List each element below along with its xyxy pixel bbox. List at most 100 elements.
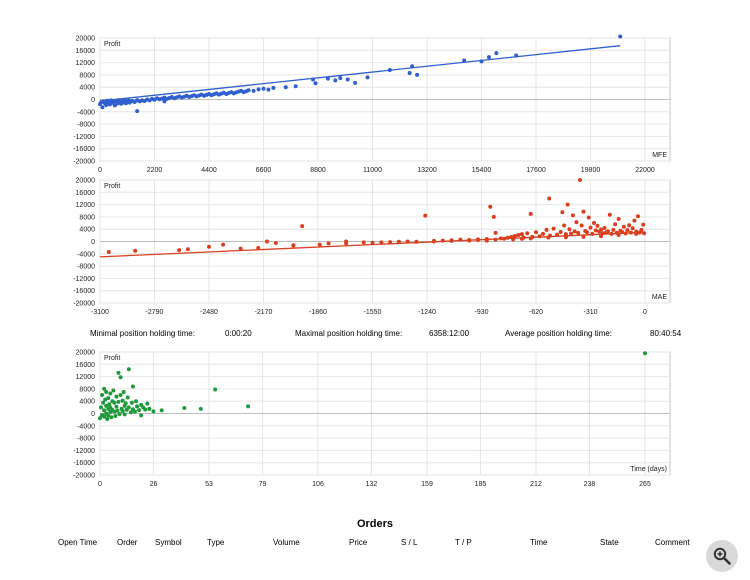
data-point (577, 178, 582, 182)
data-point (345, 77, 350, 82)
data-point (118, 393, 123, 398)
data-point (112, 400, 117, 405)
data-point (595, 223, 600, 228)
x-tick-label: 0 (98, 481, 102, 488)
data-point (177, 248, 182, 253)
data-point (586, 215, 591, 220)
y-axis-label: Profit (104, 355, 120, 362)
zoom-in-icon[interactable] (713, 547, 731, 565)
data-point (129, 400, 134, 405)
data-point (333, 78, 338, 83)
data-point (293, 84, 298, 89)
data-point (599, 227, 604, 232)
holding-time-stats: Minimal position holding time: 0:00:20 M… (0, 329, 750, 343)
x-tick-label: 8800 (310, 167, 326, 174)
data-point (547, 196, 552, 201)
y-tick-label: 8000 (79, 386, 95, 393)
data-point (528, 211, 533, 216)
data-point (581, 234, 586, 239)
data-point (519, 232, 524, 237)
data-point (266, 87, 271, 92)
data-point (122, 412, 127, 417)
x-tick-label: 106 (312, 481, 324, 488)
col-tp: T / P (455, 538, 472, 547)
data-point (313, 81, 318, 86)
y-tick-label: -12000 (73, 276, 95, 283)
data-point (256, 245, 261, 250)
data-point (125, 395, 130, 400)
x-tick-label: 15400 (472, 167, 492, 174)
y-tick-label: 8000 (79, 214, 95, 221)
y-tick-label: 20000 (76, 178, 96, 185)
y-tick-label: -8000 (77, 436, 95, 443)
x-tick-label: 212 (530, 481, 542, 488)
col-symbol: Symbol (155, 538, 182, 547)
min-holding-value: 0:00:20 (225, 329, 252, 338)
y-tick-label: 16000 (76, 362, 96, 369)
max-holding-label: Maximal position holding time: (295, 329, 403, 338)
data-point (635, 214, 640, 219)
y-tick-label: -20000 (73, 159, 95, 166)
data-point (133, 399, 138, 404)
data-point (579, 223, 584, 228)
data-point (102, 408, 107, 413)
data-point (643, 351, 647, 356)
data-point (238, 246, 243, 251)
y-tick-label: -16000 (73, 288, 95, 295)
col-type: Type (207, 538, 225, 547)
orders-title: Orders (356, 518, 394, 530)
data-point (551, 226, 556, 231)
data-point (207, 244, 211, 249)
data-point (599, 234, 604, 239)
data-point (570, 213, 575, 218)
data-point (103, 397, 108, 402)
data-point (104, 389, 109, 394)
data-point (100, 105, 105, 110)
x-axis-label: MFE (652, 152, 667, 159)
col-open-time: Open Time (58, 538, 98, 547)
data-point (639, 227, 644, 232)
data-point (491, 214, 496, 219)
data-point (105, 417, 110, 422)
data-point (574, 220, 579, 225)
col-time: Time (530, 538, 548, 547)
data-point (562, 223, 567, 228)
y-axis-label: Profit (104, 183, 120, 190)
y-tick-label: -12000 (73, 448, 95, 455)
data-point (534, 230, 538, 235)
y-tick-label: 8000 (79, 72, 95, 79)
y-tick-label: 0 (91, 97, 95, 104)
y-tick-label: -4000 (77, 251, 95, 258)
zoom-button[interactable] (706, 540, 738, 572)
data-point (182, 405, 187, 410)
data-point (159, 408, 164, 413)
x-tick-label: 53 (205, 481, 213, 488)
data-point (271, 85, 276, 90)
y-tick-label: -8000 (77, 264, 95, 271)
data-point (630, 226, 635, 231)
data-point (588, 225, 593, 230)
col-order: Order (117, 538, 138, 547)
x-tick-label: 238 (584, 481, 596, 488)
data-point (151, 409, 156, 414)
data-point (525, 231, 530, 236)
y-tick-label: 20000 (76, 350, 96, 357)
x-tick-label: 19800 (581, 167, 601, 174)
y-tick-label: 4000 (79, 227, 95, 234)
col-comment: Comment (655, 538, 690, 547)
data-point (137, 408, 142, 413)
x-tick-label: -620 (529, 309, 543, 316)
data-point (493, 230, 498, 235)
data-point (106, 413, 111, 418)
x-tick-label: 22000 (635, 167, 655, 174)
trend-line (99, 231, 646, 258)
data-point (112, 409, 117, 414)
data-point (625, 228, 630, 233)
y-tick-label: 12000 (76, 60, 96, 67)
x-tick-label: 11000 (363, 167, 382, 174)
data-point (273, 241, 278, 246)
data-point (572, 229, 577, 234)
data-point (213, 387, 218, 392)
chart-time: 20000 16000 12000 8000 4000 0 -4000 -8000 -12000… (73, 350, 671, 488)
data-point (616, 217, 621, 222)
